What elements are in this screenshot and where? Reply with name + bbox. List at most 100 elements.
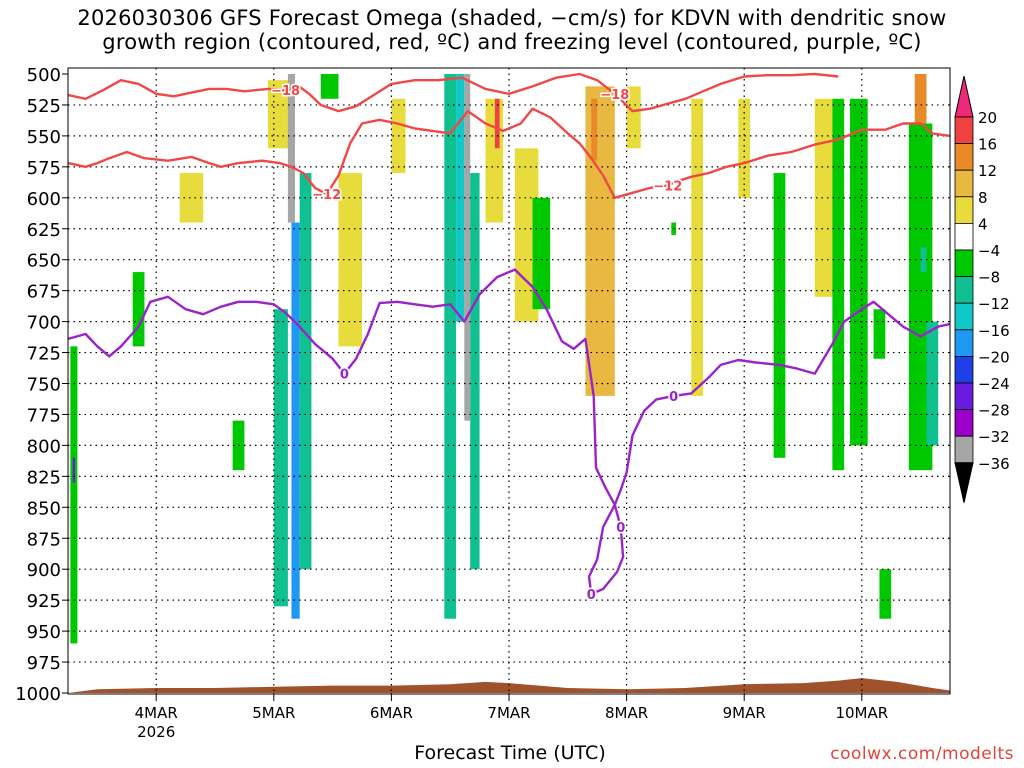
colorbar-tick-label: −24 [978,375,1010,393]
y-tick-label: 800 [27,436,61,457]
contour-label: 0 [616,521,625,536]
y-tick-label: 700 [27,313,61,334]
colorbar-tick-label: −12 [978,295,1010,313]
freezing-level-contour [587,503,625,596]
omega-cell [814,98,833,297]
colorbar-bottom-arrow [954,462,974,503]
omega-cell [920,247,927,273]
contour-label: −12 [312,188,341,203]
colorbar-swatch [954,355,974,384]
colorbar-swatch [954,116,974,145]
colorbar-swatch [954,169,974,198]
omega-cell [287,74,295,223]
x-tick-label: 10MAR [835,704,888,722]
omega-cell [485,98,504,223]
omega-cell [273,309,288,607]
y-tick-label: 775 [27,405,61,426]
y-tick-label: 1000 [15,684,61,705]
x-axis-label: Forecast Time (UTC) [414,742,606,764]
colorbar-tick-label: 16 [978,136,997,154]
colorbar-swatch [954,382,974,411]
dgz-contour [67,72,839,113]
omega-cell [691,98,704,396]
y-tick-label: 925 [27,591,61,612]
colorbar-swatch [954,329,974,357]
y-tick-label: 500 [27,65,61,86]
y-axis: 500 525 550 575 600 625 650 675 700 725 750 775 800 8… [15,65,68,705]
omega-cell [267,80,292,149]
credit-link[interactable]: coolwx.com/modelts [830,744,1014,764]
colorbar-tick-label: −20 [978,348,1010,366]
omega-cell [773,173,786,458]
x-tick-label: 7MAR [487,704,530,722]
omega-cell [444,74,457,619]
y-tick-label: 975 [27,653,61,674]
colorbar-tick-label: 8 [978,189,988,207]
colorbar-tick-label: −16 [978,322,1010,340]
colorbar-tick-label: 20 [978,109,997,127]
omega-cell [299,173,312,570]
omega-cell [70,346,78,644]
omega-cell [320,74,339,99]
y-tick-label: 825 [27,467,61,488]
y-tick-label: 625 [27,220,61,241]
colorbar-tick-label: 12 [978,162,997,180]
grid-layer [68,68,950,693]
colorbar-tick-label: −28 [978,402,1010,420]
colorbar: 20 16 12 8 4 −4 −8 −12 −16 −20 −24 −28 −32 −36 [954,75,1010,503]
omega-cell [585,86,615,396]
colorbar-tick-label: 4 [978,215,988,233]
contour-label: 0 [587,588,596,603]
x-tick-label: 4MAR [135,704,178,722]
omega-cell [626,86,641,149]
colorbar-swatch [954,143,974,171]
omega-cell [832,98,845,471]
omega-cell [456,74,465,322]
y-tick-label: 575 [27,158,61,179]
contour-label: 0 [340,368,349,383]
omega-cell [72,457,76,483]
omega-cell [291,222,300,619]
omega-cell [464,74,471,421]
chart-title: 2026030306 GFS Forecast Omega (shaded, −… [0,6,1024,54]
y-tick-label: 875 [27,529,61,550]
contour-label: −18 [271,84,300,99]
colorbar-top-arrow [954,75,974,118]
colorbar-swatch [954,222,974,251]
omega-cell [494,98,500,149]
dgz-contour [67,107,951,199]
colorbar-tick-label: −8 [978,269,1000,287]
omega-cell [914,74,927,124]
x-tick-label: 9MAR [723,704,766,722]
x-tick-label: 8MAR [605,704,648,722]
colorbar-swatch [954,409,974,437]
omega-cell [532,197,551,310]
omega-cell [738,98,751,198]
y-tick-label: 600 [27,189,61,210]
colorbar-swatch [954,302,974,331]
colorbar-swatch [954,196,974,224]
contour-label: −18 [600,88,629,103]
y-tick-label: 900 [27,560,61,581]
colorbar-tick-label: −4 [978,242,1000,260]
y-tick-label: 675 [27,282,61,303]
y-tick-label: 550 [27,127,61,148]
omega-cell [591,98,598,161]
surface-terrain-layer [68,678,950,693]
contour-label: 0 [669,390,678,405]
y-tick-label: 850 [27,498,61,519]
omega-cell [132,272,145,347]
colorbar-swatch [954,276,974,304]
y-tick-label: 950 [27,622,61,643]
contour-layer: −12 −12 −18 −18 0 0 0 0 [67,72,951,604]
omega-cell [879,569,892,619]
freezing-level-contour [67,268,951,506]
omega-cell [850,98,868,446]
omega-cell [873,309,886,359]
chart-title-line-1: 2026030306 GFS Forecast Omega (shaded, −… [77,6,947,30]
y-tick-label: 525 [27,96,61,117]
y-tick-label: 650 [27,251,61,272]
y-tick-label: 750 [27,375,61,396]
y-tick-label: 725 [27,344,61,365]
